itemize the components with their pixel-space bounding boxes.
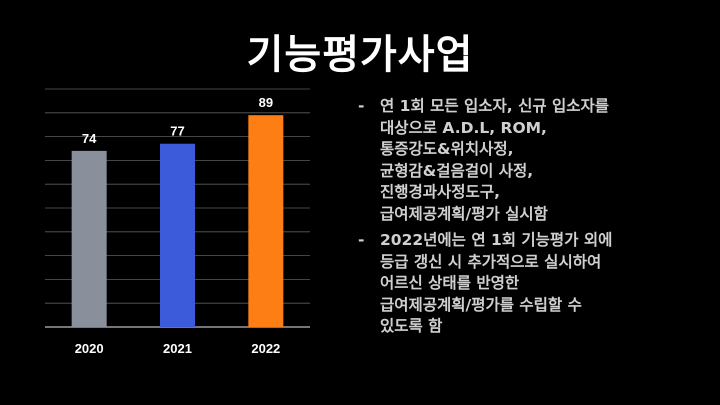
bullet-line: 균형감&걸음걸이 사정, [380, 161, 534, 180]
bullet-dash: - [358, 231, 365, 249]
bullet-line: 있도록 함 [380, 317, 443, 335]
data-label-2022: 89 [259, 95, 273, 110]
bullet-line: 연 1회 모든 입소자, 신규 입소자를 [380, 97, 610, 115]
x-tick-label-2020: 2020 [75, 341, 104, 356]
bar-2021 [160, 143, 195, 327]
bullet-list: - 연 1회 모든 입소자, 신규 입소자를 대상으로 A.D.L, ROM, … [358, 96, 708, 343]
bullet-line: 등급 갱신 시 추가적으로 실시하여 [380, 252, 602, 271]
bar-chart: 74 2020 77 2021 89 2022 [45, 88, 310, 356]
data-label-2021: 77 [170, 124, 184, 139]
bullet-line: 통증강도&위치사정, [380, 140, 514, 158]
bullet-item-2: - 2022년에는 연 1회 기능평가 외에 등급 갱신 시 추가적으로 실시하… [358, 230, 708, 338]
bar-2020 [71, 150, 107, 327]
bar-2022 [248, 115, 284, 328]
slide-title: 기능평가사업 [246, 32, 474, 78]
x-tick-label-2022: 2022 [251, 341, 280, 356]
bullet-dash: - [358, 97, 365, 115]
bullet-item-1: - 연 1회 모든 입소자, 신규 입소자를 대상으로 A.D.L, ROM, … [358, 96, 708, 225]
bullet-line: 어르신 상태를 반영한 [380, 274, 520, 292]
bullet-line: 2022년에는 연 1회 기능평가 외에 [380, 231, 613, 249]
bullet-line: 대상으로 A.D.L, ROM, [380, 118, 547, 137]
bullet-line: 급여제공계획/평가를 수립할 수 [380, 295, 582, 314]
bullet-line: 진행경과사정도구, [380, 183, 500, 201]
x-tick-label-2021: 2021 [163, 341, 192, 356]
data-label-2020: 74 [82, 131, 97, 146]
bullet-line: 급여제공계획/평가 실시함 [380, 204, 548, 223]
